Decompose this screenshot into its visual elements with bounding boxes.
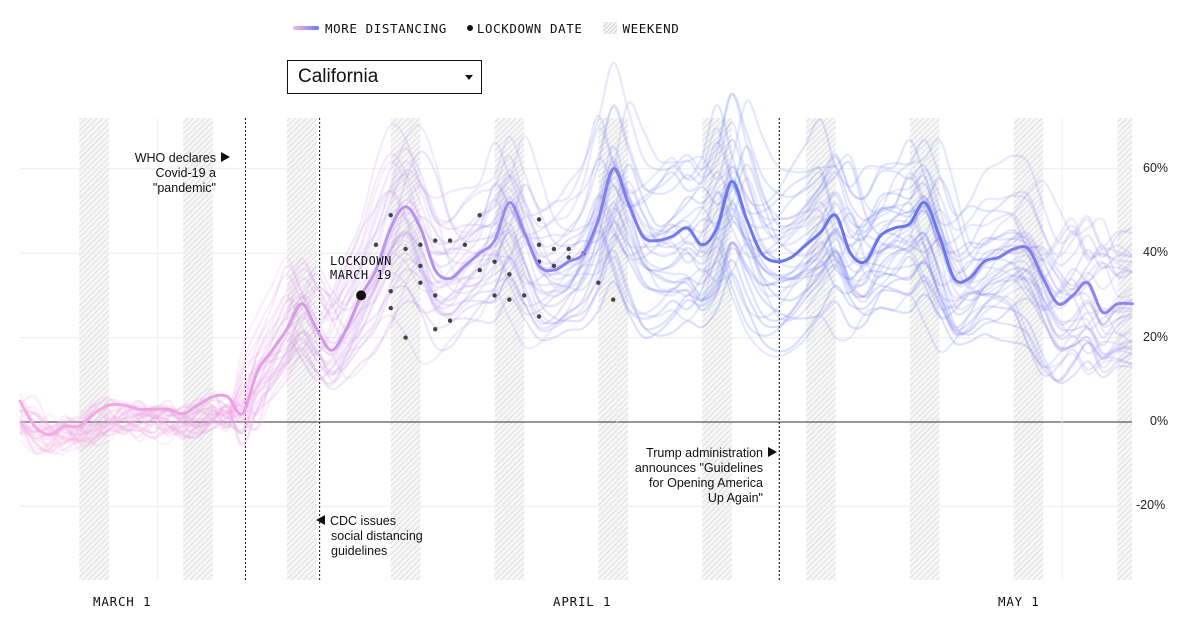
lockdown-label-line1: LOCKDOWN <box>330 254 392 268</box>
california-series-line <box>18 167 1134 437</box>
lockdown-date-dot <box>536 314 542 319</box>
lockdown-date-dot <box>418 280 423 285</box>
arrow-left-icon <box>316 515 325 525</box>
lockdown-date-dot <box>403 335 408 340</box>
lockdown-date-dot <box>462 242 468 247</box>
annotation-trump: Trump administration announces "Guidelin… <box>610 446 777 506</box>
lockdown-date-dot <box>477 213 482 218</box>
lockdown-date-dot <box>536 242 542 247</box>
annotation-cdc: CDC issues social distancing guidelines <box>316 514 466 559</box>
annotation-who-line3: "pandemic" <box>152 181 216 195</box>
lockdown-date-dot <box>507 272 512 277</box>
y-tick-0: 0% <box>1150 414 1169 428</box>
lockdown-date-dot <box>373 242 379 247</box>
legend: MORE DISTANCING LOCKDOWN DATE WEEKEND <box>293 19 699 37</box>
annotation-cdc-line3: guidelines <box>331 544 388 558</box>
lockdown-date-dot <box>388 288 393 294</box>
lockdown-label: LOCKDOWN MARCH 19 <box>330 254 392 282</box>
state-series-line <box>19 100 1134 456</box>
weekend-band <box>183 118 213 580</box>
state-series-line <box>19 207 1133 452</box>
y-tick-60: 60% <box>1143 161 1169 175</box>
chevron-down-icon <box>465 75 473 80</box>
state-selector-value: California <box>298 66 379 87</box>
lockdown-date-dot <box>433 238 438 243</box>
x-tick-april-1: APRIL 1 <box>553 594 612 609</box>
lockdown-date-dot <box>492 293 497 298</box>
lockdown-date-dot <box>566 246 571 252</box>
lockdown-date-dot <box>551 246 557 252</box>
lockdown-date-dot <box>477 267 482 273</box>
annotation-trump-line2: announces "Guidelines <box>634 461 763 475</box>
lockdown-date-dot <box>596 280 601 285</box>
lockdown-date-dot <box>536 217 542 222</box>
lockdown-dots <box>373 213 616 340</box>
lockdown-date-dot <box>403 246 408 252</box>
annotation-who-line2: Covid-19 a <box>155 166 216 180</box>
annotation-cdc-line1: CDC issues <box>330 514 396 528</box>
state-series-line <box>19 103 1133 440</box>
annotation-trump-line4: Up Again" <box>707 491 763 505</box>
y-tick-neg20: -20% <box>1136 498 1166 512</box>
legend-more-distancing-label: MORE DISTANCING <box>325 20 447 36</box>
y-tick-20: 20% <box>1143 330 1169 344</box>
annotation-trump-line3: for Opening America <box>649 476 763 490</box>
state-selector[interactable]: California <box>287 60 482 94</box>
hatch-swatch-icon <box>602 22 617 34</box>
arrow-right-icon <box>221 152 230 162</box>
y-tick-40: 40% <box>1143 245 1169 259</box>
grid-lines <box>20 118 1132 580</box>
lockdown-label-line2: MARCH 19 <box>330 268 392 282</box>
lockdown-date-dot <box>447 238 453 243</box>
lockdown-date-dot <box>388 305 393 311</box>
lockdown-date-dot <box>566 255 571 260</box>
lockdown-date-dot <box>611 297 616 302</box>
legend-lockdown-date: LOCKDOWN DATE <box>466 20 583 36</box>
lockdown-date-dot <box>447 318 453 323</box>
legend-weekend: WEEKEND <box>602 20 680 36</box>
arrow-right-icon <box>768 447 777 457</box>
annotation-cdc-line2: social distancing <box>331 529 423 543</box>
lockdown-date-dot <box>388 213 393 218</box>
lockdown-marker <box>356 290 367 301</box>
lockdown-date-dot <box>507 297 512 302</box>
lockdown-date-dot <box>522 293 527 298</box>
state-series-line <box>19 61 1133 439</box>
weekend-band <box>79 118 109 580</box>
annotation-who: WHO declares Covid-19 a "pandemic" <box>120 151 230 196</box>
lockdown-date-dot <box>492 259 497 264</box>
legend-more-distancing: MORE DISTANCING <box>293 21 447 36</box>
legend-lockdown-date-label: LOCKDOWN DATE <box>476 20 583 36</box>
annotation-who-line1: WHO declares <box>134 151 216 165</box>
legend-weekend-label: WEEKEND <box>622 20 680 36</box>
lockdown-date-dot <box>551 263 557 269</box>
lockdown-date-dot <box>433 293 438 298</box>
highlight-series <box>18 167 1134 437</box>
lockdown-date-dot <box>418 242 423 247</box>
x-tick-march-1: MARCH 1 <box>93 594 152 609</box>
state-series-line <box>19 166 1133 456</box>
gradient-line-icon <box>293 26 319 30</box>
lockdown-date-dot <box>418 263 423 269</box>
state-series-line <box>19 217 1133 447</box>
state-series-line <box>19 201 1133 441</box>
annotation-trump-line1: Trump administration <box>646 446 763 460</box>
dot-icon <box>466 25 473 31</box>
state-series-line <box>19 105 1133 443</box>
x-tick-may-1: MAY 1 <box>998 594 1040 609</box>
lockdown-date-dot <box>433 326 438 332</box>
